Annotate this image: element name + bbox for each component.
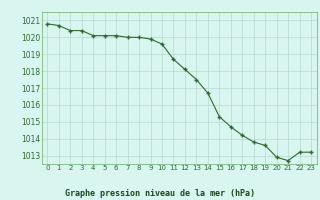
Text: Graphe pression niveau de la mer (hPa): Graphe pression niveau de la mer (hPa) bbox=[65, 189, 255, 198]
